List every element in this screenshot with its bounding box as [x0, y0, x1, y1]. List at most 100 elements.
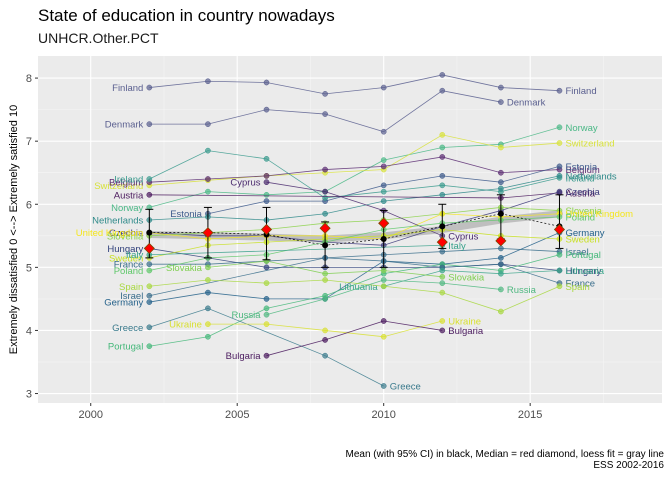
y-tick-label: 6 [26, 199, 32, 211]
y-tick-label: 5 [26, 262, 32, 274]
series-point [146, 176, 153, 182]
series-point [380, 383, 387, 389]
series-point [205, 188, 211, 195]
series-point [498, 245, 504, 252]
series-label-left: Greece [112, 323, 143, 334]
series-point [380, 283, 387, 290]
series-line [149, 156, 560, 183]
series-point [380, 318, 387, 324]
series-point [263, 264, 270, 271]
series-netherlands: Netherlands Netherlands [92, 171, 617, 226]
series-label-right: Ukraine [448, 316, 481, 327]
series-point [439, 318, 446, 324]
series-line [149, 244, 443, 256]
series-point [380, 128, 387, 135]
series-label-left: Finland [112, 83, 143, 94]
series-point [263, 321, 270, 327]
series-label-left: Estonia [170, 209, 202, 220]
y-tick-label: 3 [26, 389, 32, 401]
series-label-right: Netherlands [565, 171, 616, 182]
series-label-left: France [114, 260, 144, 271]
median-diamond [436, 236, 448, 248]
series-label-left: Bulgaria [226, 351, 262, 362]
x-tick-label: 2010 [371, 409, 395, 421]
series-point [146, 343, 153, 350]
series-point [322, 270, 328, 277]
median-diamond [143, 242, 155, 254]
series-label-left: Slovakia [166, 263, 203, 274]
series-point [322, 296, 328, 302]
chart-subtitle: UNHCR.Other.PCT [38, 30, 159, 46]
series-label-right: Switzerland [565, 139, 614, 150]
series-point [556, 163, 563, 170]
series-point [263, 191, 270, 198]
series-label-right: Germany [565, 228, 604, 239]
series-point [439, 248, 446, 255]
series-point [322, 352, 328, 359]
series-line [149, 175, 560, 221]
series-point [439, 280, 446, 286]
series-point [439, 72, 446, 78]
mean-line [149, 213, 560, 246]
y-tick-label: 8 [26, 73, 32, 85]
series-point [439, 289, 446, 296]
series-label-right: Greece [390, 381, 421, 392]
series-point [556, 140, 563, 146]
series-spain: Spain Spain [119, 277, 590, 315]
series-label-left: Netherlands [92, 216, 143, 227]
chart-title: State of education in country nowadays [38, 6, 335, 25]
series-line [149, 229, 560, 259]
series-point [263, 106, 270, 113]
y-axis-title: Extremely dissatisfied 0 <--> Extremely … [8, 105, 20, 354]
series-point [439, 327, 446, 334]
median-diamond [319, 222, 331, 234]
series-point [380, 333, 387, 340]
series-point [439, 191, 446, 198]
series-label-right: Hungary [565, 266, 601, 277]
series-label-left: Norway [111, 203, 143, 214]
series-label-left: Poland [114, 266, 144, 277]
series-point [556, 87, 563, 94]
series-point [205, 321, 211, 327]
series-label-left: Spain [119, 282, 143, 293]
series-label-right: Bulgaria [448, 326, 484, 337]
series-point [263, 198, 270, 204]
series-point [556, 283, 563, 290]
series-label-right: Lithuania [565, 266, 604, 277]
series-point [146, 267, 153, 274]
mean-point [380, 235, 387, 242]
series-point [146, 299, 153, 305]
chart-source: ESS 2002-2016 [593, 460, 664, 471]
series-point [439, 87, 446, 94]
chart-caption: Mean (with 95% CI) in black, Median = re… [345, 449, 665, 460]
series-belgium: Belgium Belgium [109, 154, 600, 189]
x-tick-label: 2015 [518, 409, 542, 421]
series-label-left: Belgium [109, 178, 143, 189]
series-label-left: Slovenia [107, 231, 144, 242]
series-point [556, 267, 563, 274]
series-point [498, 286, 504, 293]
series-label-right: Israel [565, 247, 588, 258]
series-point [205, 264, 211, 271]
series-point [205, 147, 211, 154]
series-point [263, 352, 270, 359]
series-line [149, 150, 560, 199]
series-point [322, 188, 328, 195]
series-point [439, 273, 446, 280]
series-point [380, 198, 387, 204]
series-label-left: Portugal [108, 342, 143, 353]
series-label-right: Finland [565, 86, 596, 97]
series-point [498, 179, 504, 186]
series-line [149, 216, 560, 271]
series-point [556, 251, 563, 258]
series-label-right: Norway [565, 123, 597, 134]
series-label-left: Austria [114, 190, 144, 201]
series-point [205, 289, 211, 296]
series-label-right: Denmark [507, 98, 546, 109]
series-point [263, 173, 270, 179]
series-point [498, 261, 504, 268]
series-point [146, 191, 153, 198]
series-point [439, 144, 446, 151]
series-line [149, 134, 560, 186]
